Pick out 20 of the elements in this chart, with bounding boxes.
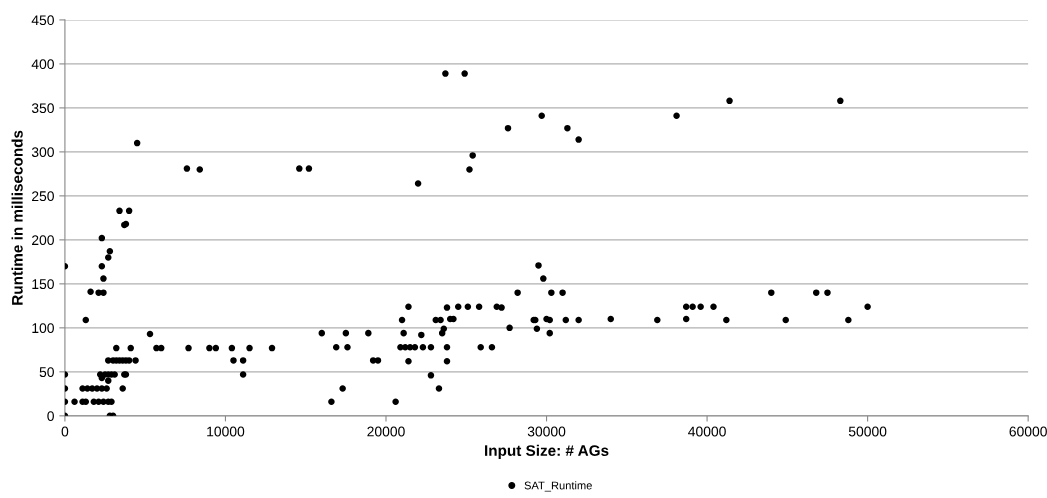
y-tick-label: 350 xyxy=(31,103,54,114)
x-axis-title: Input Size: # AGs xyxy=(485,444,609,459)
y-tick-label: 450 xyxy=(31,15,54,26)
x-tick-label: 20000 xyxy=(367,426,405,437)
y-axis-title: Runtime in milliseconds xyxy=(11,130,23,305)
y-tick-label: 100 xyxy=(32,323,54,334)
y-tick-label: 400 xyxy=(31,59,54,70)
legend-label: SAT_Runtime xyxy=(524,481,592,492)
x-tick-label: 60000 xyxy=(1009,426,1047,437)
x-tick-label: 50000 xyxy=(848,426,887,437)
y-tick-label: 150 xyxy=(32,279,54,290)
y-tick-label: 0 xyxy=(47,411,54,421)
y-tick-label: 50 xyxy=(39,367,54,378)
x-tick-label: 30000 xyxy=(527,426,566,437)
x-tick-label: 10000 xyxy=(207,426,245,437)
x-tick-label: 40000 xyxy=(688,426,726,437)
x-tick-label: 0 xyxy=(61,426,69,437)
y-tick-label: 200 xyxy=(32,235,54,246)
y-tick-label: 300 xyxy=(31,147,54,158)
y-tick-label: 250 xyxy=(32,191,54,202)
